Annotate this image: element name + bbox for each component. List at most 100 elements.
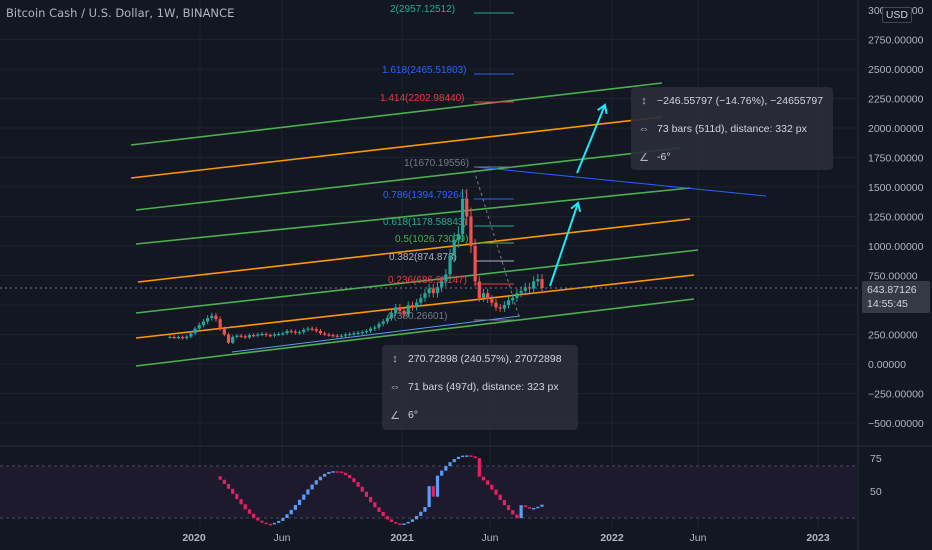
- projection-arrow-head: [597, 103, 608, 115]
- candle-body: [360, 332, 364, 334]
- candle-body: [285, 330, 289, 334]
- rsi-bar: [444, 466, 448, 471]
- fib-level-label: 0.618(1178.58843): [383, 217, 467, 228]
- candle-body: [247, 335, 252, 338]
- time-tick-label: 2021: [390, 532, 414, 544]
- rsi-bar: [523, 505, 527, 508]
- rsi-bar: [402, 523, 406, 525]
- candle-body: [515, 293, 519, 298]
- rsi-bar: [218, 476, 222, 480]
- candle-body: [389, 313, 394, 318]
- candle-body: [377, 323, 381, 328]
- candle-body: [235, 335, 239, 337]
- fib-level-label: 0.236(686.98147): [388, 275, 467, 286]
- rsi-bar: [511, 510, 515, 515]
- candle-body: [281, 333, 285, 335]
- rsi-bar: [536, 506, 540, 509]
- channel-line: [135, 147, 681, 211]
- rsi-bar: [331, 471, 335, 473]
- candle-body: [180, 337, 185, 339]
- candle-body: [289, 330, 293, 333]
- candle-body: [415, 302, 419, 308]
- fib-level-label: 0.786(1394.79264): [383, 190, 468, 201]
- rsi-bar: [247, 509, 252, 514]
- rsi-bar: [251, 513, 256, 518]
- candle-body: [318, 330, 323, 334]
- candle-body: [369, 328, 373, 331]
- candle-body: [268, 335, 272, 337]
- candle-body: [523, 287, 527, 291]
- candle-body: [385, 317, 389, 322]
- candle-body: [460, 198, 465, 235]
- rsi-bar: [456, 456, 461, 460]
- trend-line: [475, 166, 767, 197]
- rsi-bar: [394, 521, 398, 524]
- candle-body: [431, 288, 435, 294]
- candle-body: [176, 337, 180, 339]
- rsi-bar: [452, 459, 456, 463]
- candle-body: [419, 297, 423, 303]
- candle-body: [398, 307, 402, 311]
- candle-body: [201, 321, 206, 326]
- measure-2-angle: 6°: [408, 409, 419, 421]
- rsi-bar: [339, 471, 343, 473]
- channel-line: [130, 82, 663, 146]
- rsi-tick-label: 75: [870, 453, 882, 465]
- rsi-bar: [327, 472, 331, 474]
- fib-level-label: 1.618(2465.51803): [382, 65, 467, 76]
- rsi-bar: [256, 517, 260, 521]
- candle-body: [343, 334, 348, 336]
- candle-body: [323, 333, 327, 335]
- time-tick-label: 2023: [806, 532, 830, 544]
- candle-body: [473, 246, 477, 282]
- candle-body: [440, 281, 444, 288]
- rsi-bar: [260, 520, 264, 523]
- channel-line: [130, 116, 663, 179]
- rsi-bar: [293, 504, 297, 510]
- candle-body: [260, 333, 264, 336]
- candle-body: [435, 287, 440, 294]
- rsi-bar: [310, 484, 314, 490]
- time-tick-label: 2020: [182, 532, 206, 544]
- rsi-bar: [398, 523, 402, 525]
- rsi-bar: [448, 462, 452, 467]
- channel-line: [135, 249, 699, 314]
- candle-body: [494, 302, 498, 308]
- candle-body: [410, 305, 415, 308]
- candle-body: [314, 329, 318, 331]
- fib-trend-link: [473, 169, 521, 321]
- currency-badge[interactable]: USD: [881, 7, 912, 23]
- rsi-bar: [431, 486, 435, 497]
- parallel-channel: [130, 82, 767, 367]
- rsi-bar: [306, 489, 310, 495]
- price-tick-label: 2750.00000: [868, 35, 924, 47]
- candle-body: [197, 325, 201, 329]
- candle-body: [302, 329, 306, 333]
- candle-body: [251, 335, 256, 337]
- rsi-bar: [239, 499, 243, 505]
- rsi-bar: [469, 455, 473, 457]
- price-tick-label: 250.00000: [868, 330, 918, 342]
- candle-body: [506, 300, 511, 305]
- range-icon: ↕: [392, 353, 398, 365]
- rsi-bar: [540, 504, 544, 507]
- rsi-bar: [323, 473, 327, 477]
- candle-body: [231, 336, 235, 343]
- price-tick-label: 2000.00000: [868, 123, 924, 135]
- rsi-bar: [272, 522, 277, 525]
- rsi-bar: [314, 480, 318, 485]
- fib-level-label: 0.5(1026.73079): [395, 234, 468, 245]
- candle-body: [214, 315, 218, 320]
- candle-body: [356, 332, 360, 334]
- measure-1-change: −246.55797 (−14.76%), −24655797: [657, 95, 824, 107]
- candle-body: [293, 331, 297, 333]
- fib-level-label: 0(380.26601): [388, 311, 448, 322]
- projection-arrow-line: [549, 202, 579, 287]
- bars-range-icon: ⇔: [389, 381, 401, 393]
- rsi-bar: [231, 488, 235, 494]
- time-axis: 2020 Jun 2021 Jun 2022 Jun 2023: [182, 532, 830, 544]
- candle-body: [469, 216, 473, 246]
- rsi-pane: 75 50: [0, 453, 882, 526]
- rsi-bar: [419, 511, 423, 516]
